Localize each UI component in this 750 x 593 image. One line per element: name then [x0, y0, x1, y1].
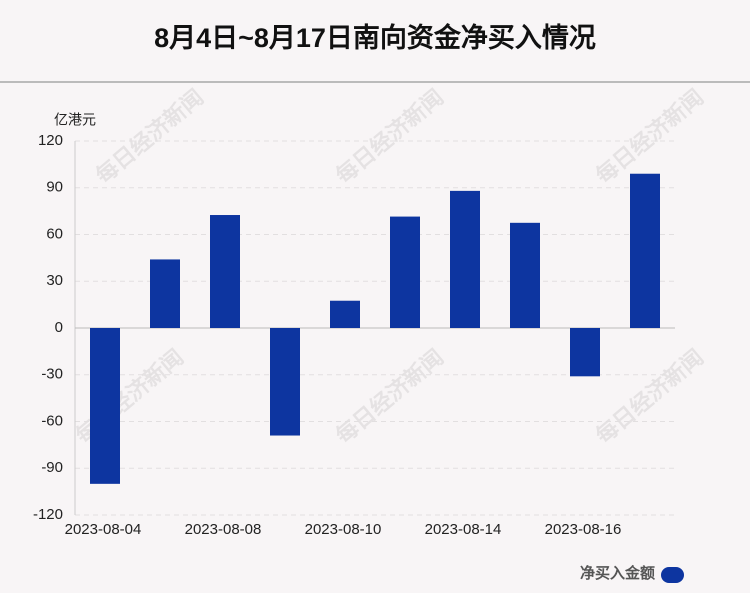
- y-tick-label: 0: [55, 319, 63, 336]
- x-tick-label: 2023-08-10: [305, 521, 382, 538]
- bar: [330, 300, 360, 328]
- x-tick-label: 2023-08-08: [185, 521, 262, 538]
- bar: [390, 216, 420, 328]
- y-axis-label: 亿港元: [54, 112, 96, 128]
- y-tick-label: -30: [41, 366, 63, 383]
- y-tick-label: -90: [41, 459, 63, 476]
- bar: [150, 259, 180, 328]
- y-tick-label: 30: [46, 272, 63, 289]
- x-tick-label: 2023-08-16: [545, 521, 622, 538]
- y-tick-label: -120: [33, 506, 63, 523]
- legend-label: 净买入金额: [580, 564, 655, 582]
- bar: [570, 328, 600, 377]
- y-tick-label: 90: [46, 179, 63, 196]
- x-tick-label: 2023-08-14: [425, 521, 502, 538]
- y-tick-label: 120: [38, 132, 63, 149]
- x-tick-label: 2023-08-04: [65, 521, 142, 538]
- bar: [270, 328, 300, 436]
- bar: [510, 222, 540, 328]
- y-tick-label: -60: [41, 412, 63, 429]
- legend-swatch: [661, 567, 684, 583]
- y-tick-label: 60: [46, 225, 63, 242]
- bar: [90, 328, 120, 484]
- bar: [630, 173, 660, 328]
- chart-title: 8月4日~8月17日南向资金净买入情况: [154, 22, 596, 53]
- bar: [210, 215, 240, 328]
- bar: [450, 190, 480, 328]
